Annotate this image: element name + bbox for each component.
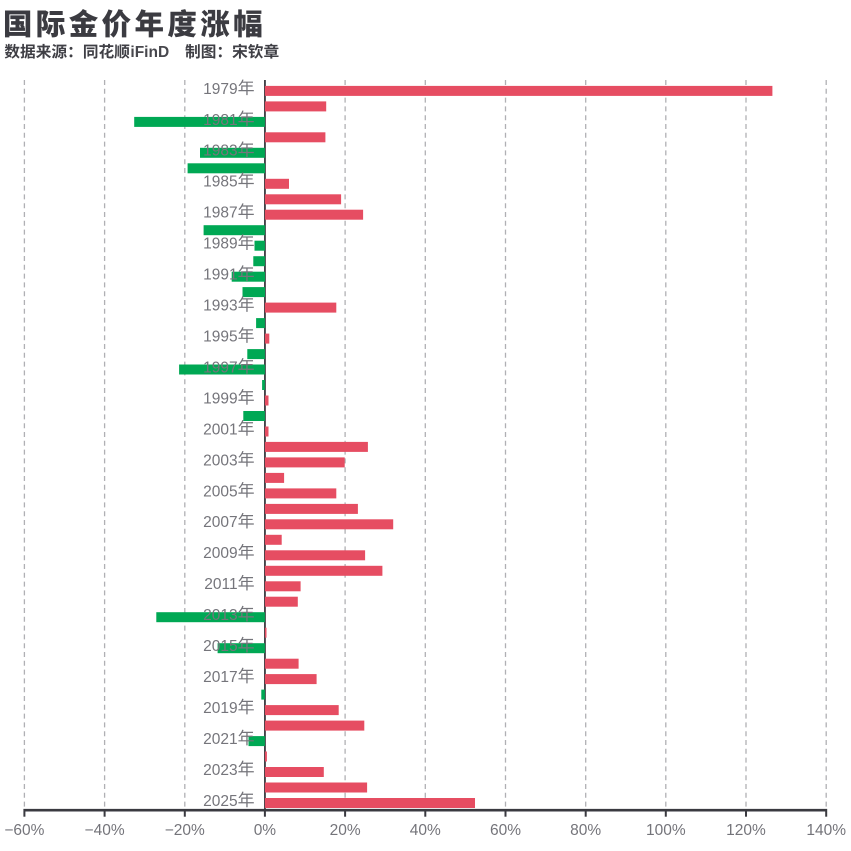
svg-text:2005: 2005 bbox=[203, 483, 237, 500]
svg-text:1997: 1997 bbox=[203, 359, 237, 376]
svg-text:2013: 2013 bbox=[203, 607, 237, 624]
svg-text:2017: 2017 bbox=[203, 669, 237, 686]
svg-text:1993: 1993 bbox=[203, 298, 237, 315]
svg-text:2009: 2009 bbox=[203, 545, 237, 562]
svg-text:1981: 1981 bbox=[203, 112, 237, 129]
svg-text:1983: 1983 bbox=[203, 143, 237, 160]
svg-text:100%: 100% bbox=[646, 822, 686, 839]
svg-text:2015: 2015 bbox=[203, 638, 237, 655]
svg-text:2019: 2019 bbox=[203, 700, 237, 717]
svg-text:−20%: −20% bbox=[165, 822, 205, 839]
svg-text:1989: 1989 bbox=[203, 236, 237, 253]
svg-text:2001: 2001 bbox=[203, 421, 237, 438]
svg-text:1999: 1999 bbox=[203, 390, 237, 407]
svg-text:1987: 1987 bbox=[203, 205, 237, 222]
svg-text:1995: 1995 bbox=[203, 329, 237, 346]
svg-text:2011: 2011 bbox=[204, 576, 237, 593]
svg-text:2021: 2021 bbox=[203, 731, 237, 748]
svg-text:−60%: −60% bbox=[4, 822, 44, 839]
svg-text:140%: 140% bbox=[806, 822, 846, 839]
svg-text:80%: 80% bbox=[570, 822, 601, 839]
svg-text:120%: 120% bbox=[726, 822, 766, 839]
svg-text:1985: 1985 bbox=[203, 174, 237, 191]
svg-text:2025: 2025 bbox=[203, 793, 237, 810]
svg-text:1991: 1991 bbox=[203, 267, 237, 284]
svg-text:20%: 20% bbox=[330, 822, 361, 839]
svg-text:1979: 1979 bbox=[203, 81, 237, 98]
svg-text:0%: 0% bbox=[254, 822, 277, 839]
svg-text:−40%: −40% bbox=[85, 822, 125, 839]
svg-text:iFinD: iFinD bbox=[130, 44, 169, 61]
svg-text:40%: 40% bbox=[410, 822, 441, 839]
svg-text:2023: 2023 bbox=[203, 762, 237, 779]
svg-text:2007: 2007 bbox=[203, 514, 237, 531]
svg-text:60%: 60% bbox=[490, 822, 521, 839]
svg-text:2003: 2003 bbox=[203, 452, 237, 469]
